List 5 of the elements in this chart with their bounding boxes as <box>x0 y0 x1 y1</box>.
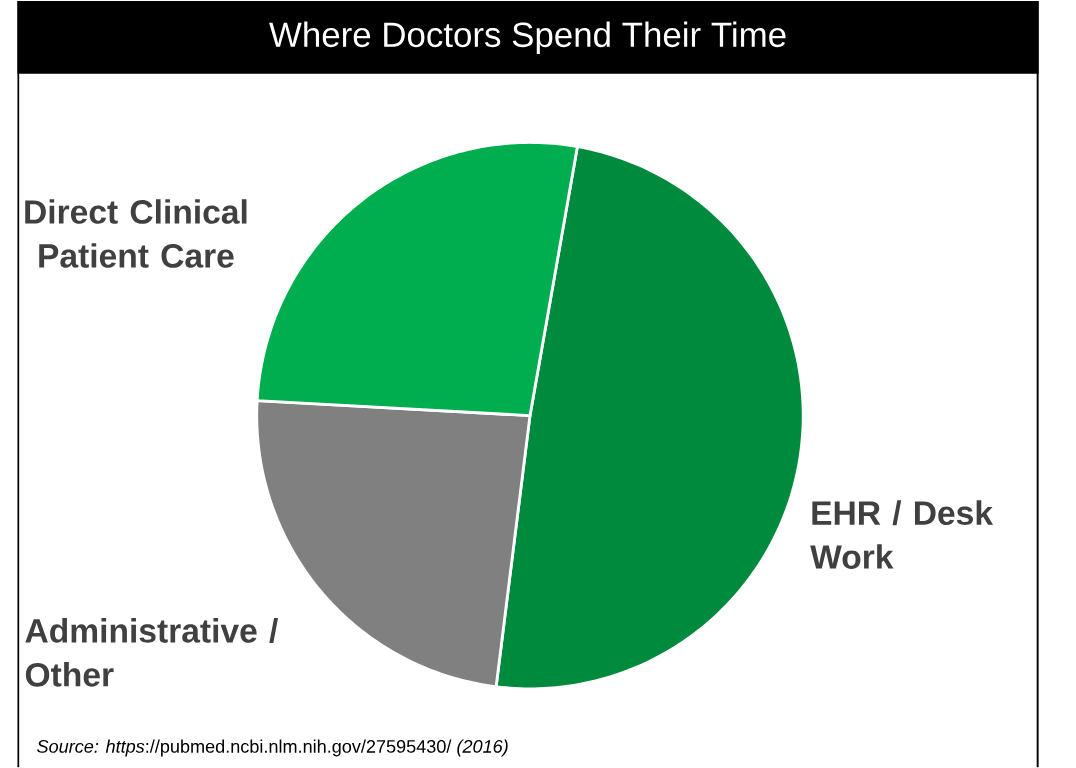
slice-label: Direct Clinical Patient Care <box>25 199 247 268</box>
slice-label: Administrative / Other <box>25 617 278 687</box>
chart-title: Where Doctors Spend Their Time <box>269 21 786 54</box>
slice-label: EHR / Desk Work <box>810 500 994 569</box>
text: Source: https://pubmed.ncbi.nlm.nih.gov/27595430/ (2016) <box>37 739 508 757</box>
